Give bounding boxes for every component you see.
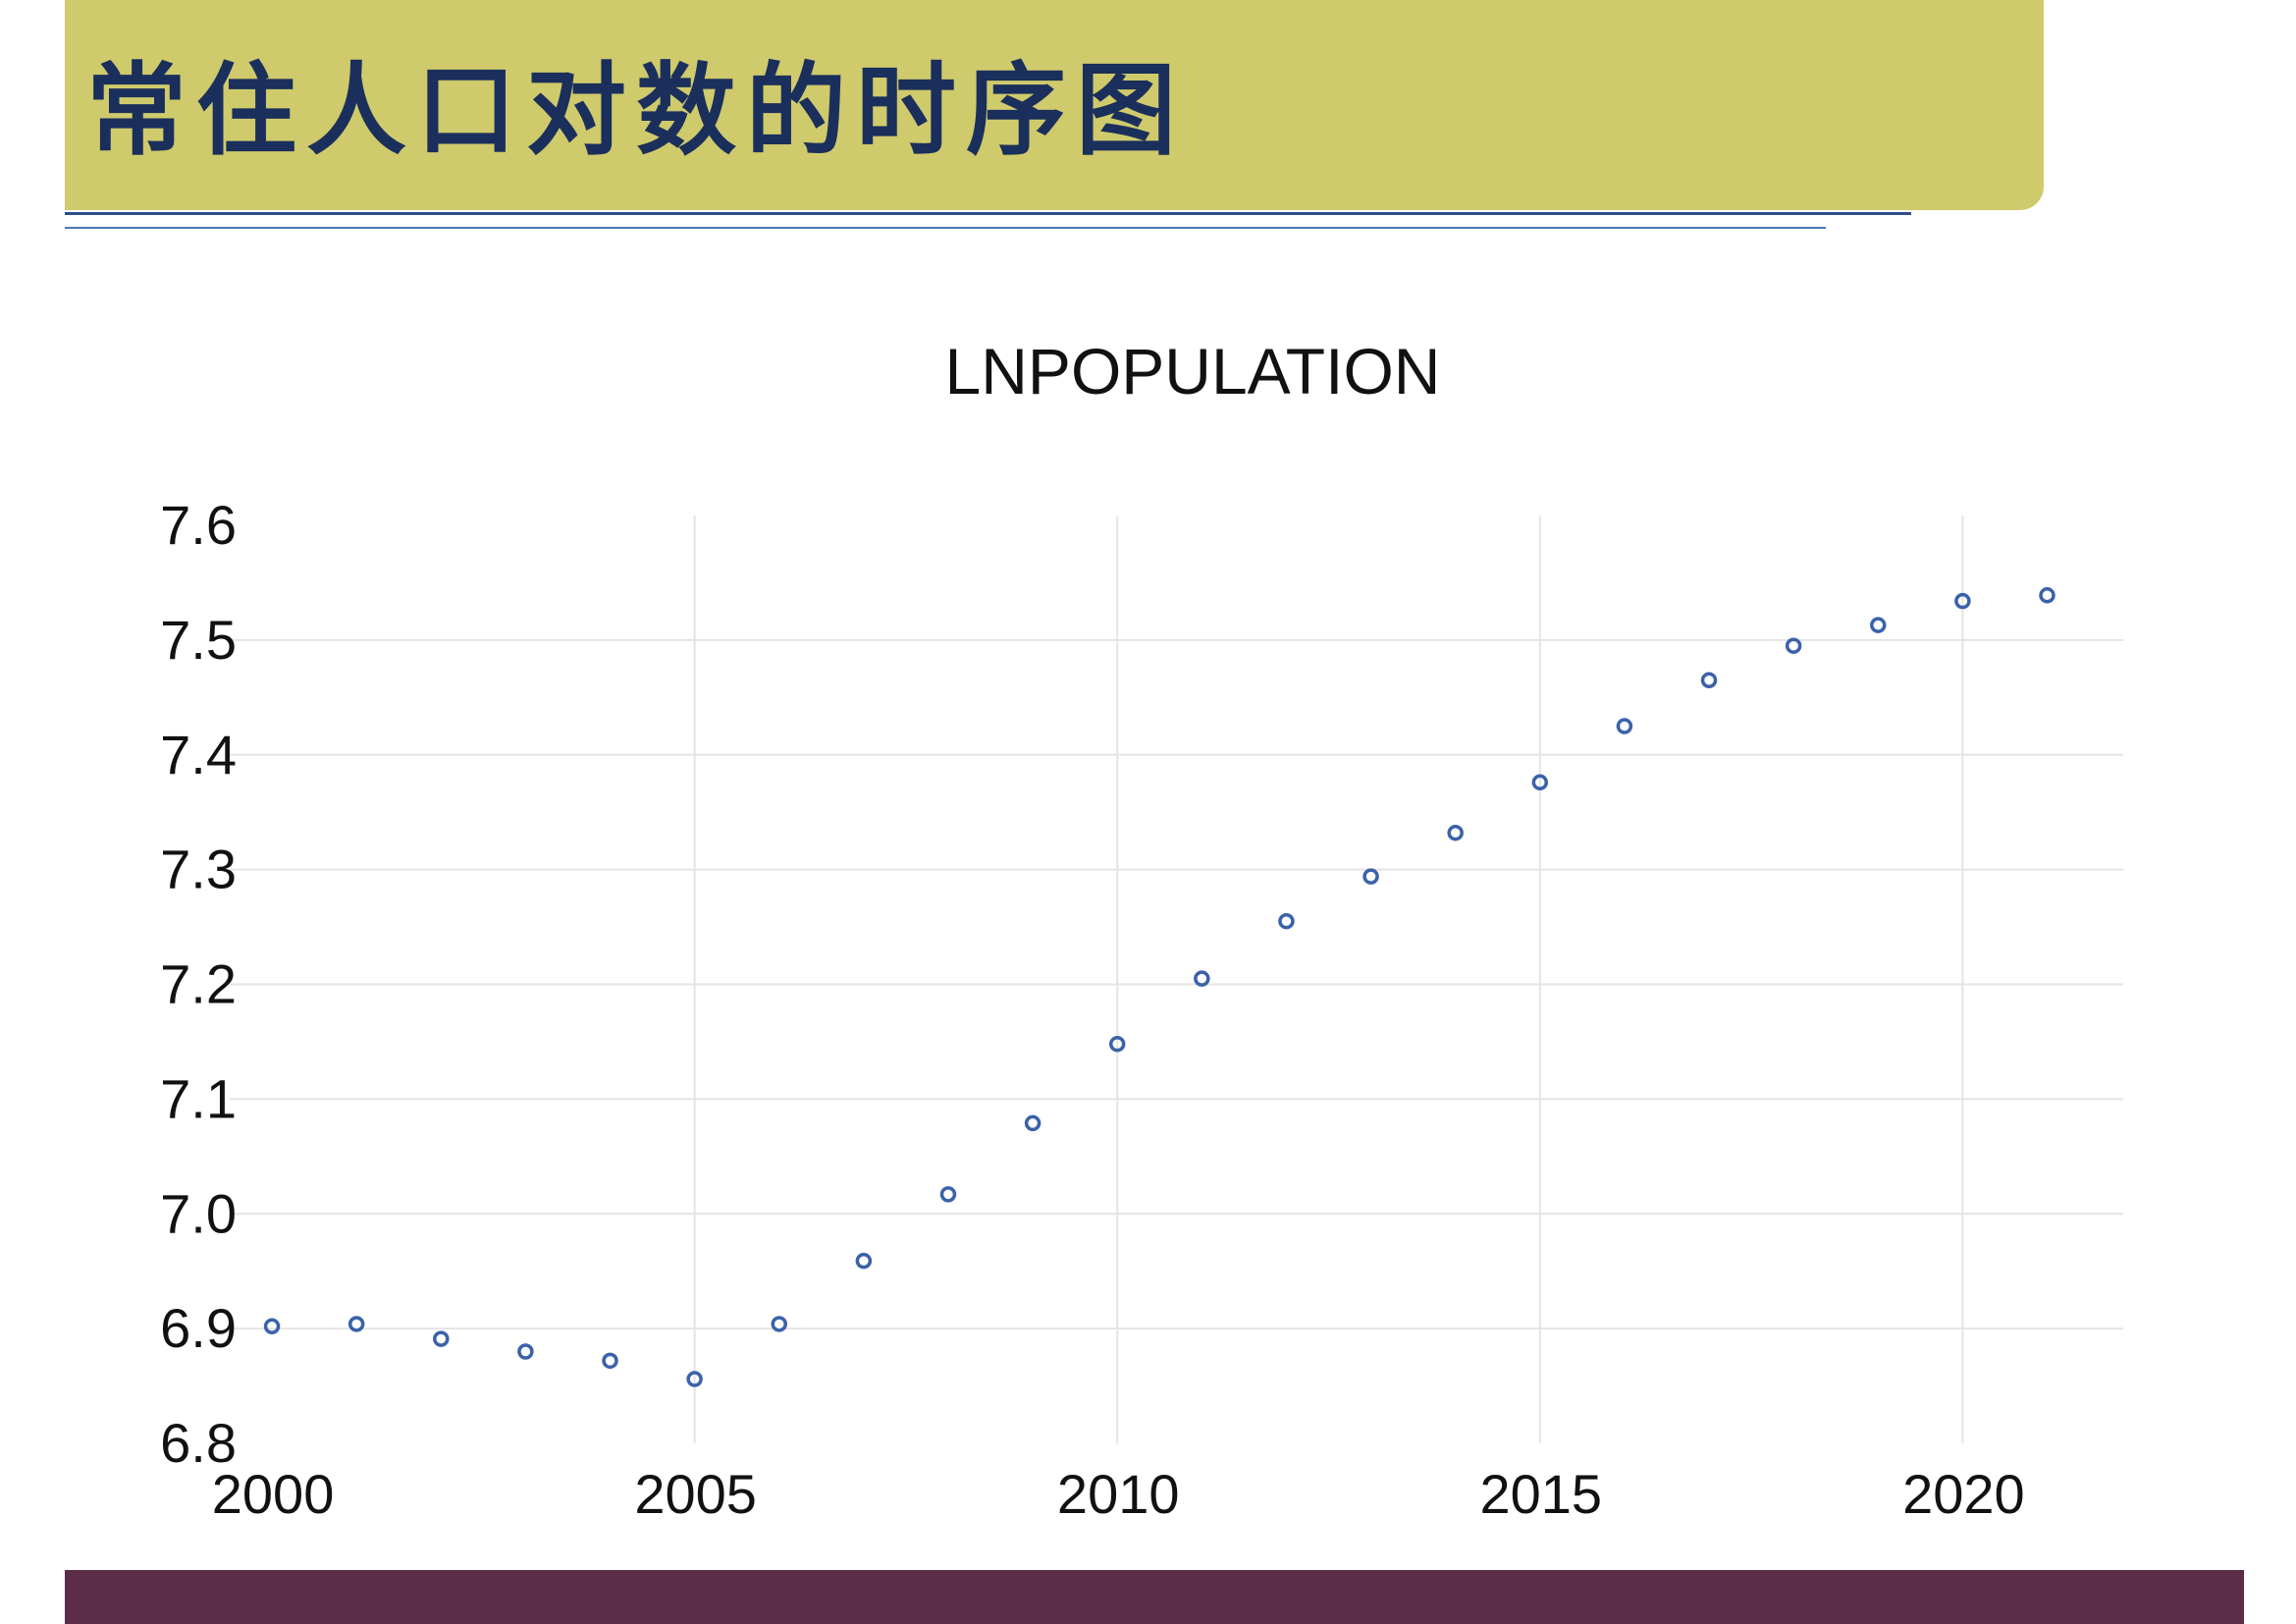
chart-panel: LNPOPULATION 6.8 6.9 7.0 7.1 7.2 7.3 7.4 7.5 7.6…: [65, 304, 2150, 1571]
y-tick-label: 7.6: [160, 494, 237, 556]
data-point: [1700, 672, 1718, 689]
title-banner: [65, 0, 2044, 210]
data-point: [1954, 592, 1971, 610]
data-point: [263, 1318, 281, 1335]
x-tick-label: 2000: [212, 1463, 335, 1525]
y-tick-label: 7.4: [160, 724, 237, 785]
x-tick-label: 2010: [1057, 1463, 1180, 1525]
scatter-chart: LNPOPULATION 6.8 6.9 7.0 7.1 7.2 7.3 7.4 7.5 7.6…: [160, 335, 2123, 1525]
data-point: [347, 1316, 365, 1332]
title-divider-line-thin: [65, 227, 1826, 229]
title-divider-line: [65, 212, 1911, 215]
data-point: [1785, 637, 1802, 654]
x-tick-label: 2005: [634, 1463, 757, 1525]
chart-title: LNPOPULATION: [945, 335, 1441, 407]
footer-bar: [65, 1570, 2244, 1624]
data-point: [771, 1316, 788, 1332]
y-tick-label: 6.8: [160, 1412, 237, 1474]
data-point: [602, 1352, 618, 1370]
data-points: [263, 587, 2056, 1387]
y-tick-label: 7.0: [160, 1182, 237, 1244]
data-point: [1447, 824, 1464, 841]
data-point: [2039, 587, 2056, 604]
data-point: [433, 1330, 450, 1347]
data-point: [686, 1371, 703, 1387]
slide-title: 常住人口对数的时序图: [86, 52, 1186, 170]
data-point: [1194, 970, 1210, 987]
x-tick-label: 2020: [1902, 1463, 2025, 1525]
data-point: [517, 1343, 534, 1360]
data-point: [1108, 1036, 1126, 1053]
data-point: [1278, 912, 1295, 930]
x-tick-label: 2015: [1480, 1463, 1603, 1525]
y-tick-label: 7.1: [160, 1067, 237, 1129]
data-point: [1616, 718, 1633, 734]
x-axis-tick-labels: 2000 2005 2010 2015 2020: [212, 1463, 2025, 1525]
data-point: [855, 1252, 873, 1270]
gridlines: [230, 515, 2123, 1443]
y-tick-label: 7.3: [160, 839, 237, 900]
y-tick-label: 6.9: [160, 1297, 237, 1359]
data-point: [1870, 617, 1887, 633]
data-point: [1024, 1114, 1041, 1132]
data-point: [1362, 868, 1379, 885]
y-axis-tick-labels: 6.8 6.9 7.0 7.1 7.2 7.3 7.4 7.5 7.6: [160, 494, 237, 1474]
data-point: [1531, 774, 1549, 791]
data-point: [939, 1186, 957, 1203]
y-tick-label: 7.2: [160, 953, 237, 1015]
y-tick-label: 7.5: [160, 609, 237, 671]
